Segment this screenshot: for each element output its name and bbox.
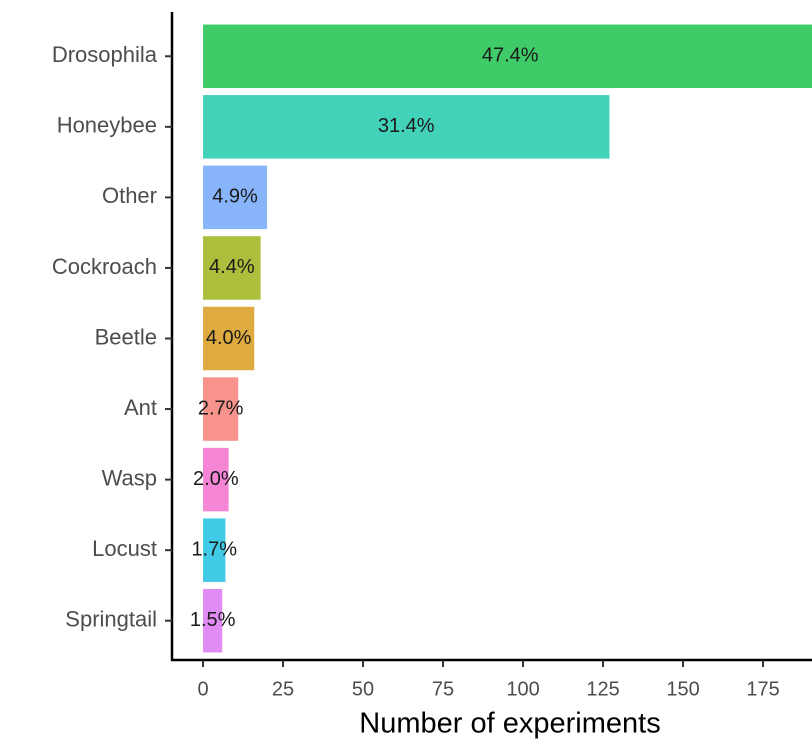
y-tick-label: Ant bbox=[124, 395, 157, 420]
x-tick-label: 100 bbox=[506, 678, 539, 700]
x-tick-label: 175 bbox=[746, 678, 779, 700]
value-label: 4.0% bbox=[206, 327, 252, 349]
bar bbox=[203, 306, 255, 371]
y-tick-label: Beetle bbox=[95, 324, 157, 349]
bar bbox=[203, 236, 261, 300]
y-tick-label: Drosophila bbox=[52, 42, 158, 67]
x-tick-label: 125 bbox=[586, 678, 619, 700]
x-axis-title: Number of experiments bbox=[359, 708, 660, 740]
y-tick-label: Springtail bbox=[65, 607, 157, 632]
value-label: 2.7% bbox=[198, 397, 244, 419]
x-tick-label: 50 bbox=[352, 678, 374, 700]
y-tick-label: Honeybee bbox=[57, 113, 157, 138]
bar bbox=[203, 95, 610, 159]
value-label: 4.4% bbox=[209, 256, 255, 278]
value-label: 31.4% bbox=[378, 115, 435, 137]
y-tick-label: Wasp bbox=[102, 465, 157, 490]
plot-area bbox=[203, 24, 812, 653]
value-label: 47.4% bbox=[482, 45, 539, 67]
x-tick-label: 0 bbox=[197, 678, 208, 700]
value-label: 2.0% bbox=[193, 468, 239, 490]
x-tick-label: 75 bbox=[432, 678, 454, 700]
bar bbox=[203, 165, 268, 230]
y-tick-label: Locust bbox=[92, 536, 157, 561]
x-tick-label: 150 bbox=[666, 678, 699, 700]
bar bbox=[203, 588, 223, 653]
value-label: 1.7% bbox=[191, 538, 237, 560]
bar bbox=[203, 24, 812, 89]
y-tick-label: Other bbox=[102, 183, 157, 208]
value-label: 1.5% bbox=[190, 609, 236, 631]
x-tick-label: 25 bbox=[272, 678, 294, 700]
bar bbox=[203, 447, 229, 512]
y-tick-label: Cockroach bbox=[52, 254, 157, 279]
bar bbox=[203, 377, 239, 441]
bar bbox=[203, 518, 226, 582]
value-label: 4.9% bbox=[212, 186, 258, 208]
